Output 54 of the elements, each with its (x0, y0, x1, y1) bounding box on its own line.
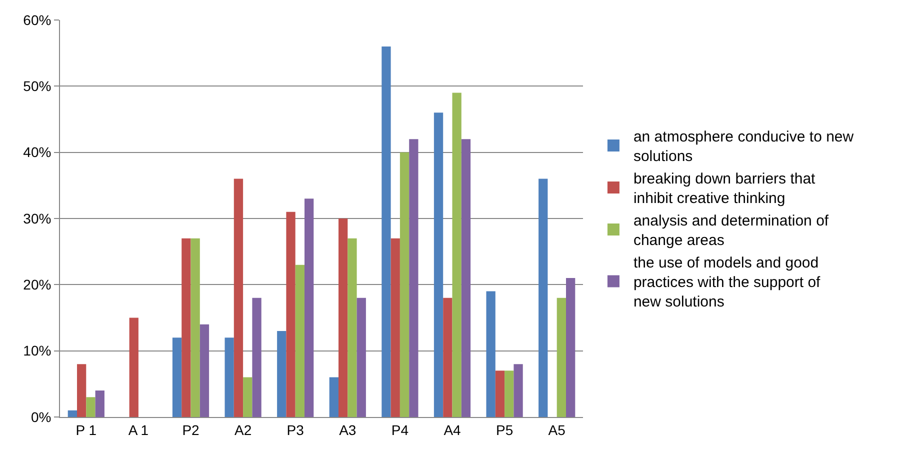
y-tick-label: 10% (23, 342, 52, 359)
bar (356, 298, 366, 417)
bar (338, 218, 348, 417)
bar (172, 338, 182, 417)
bar (190, 238, 200, 417)
bar (348, 238, 357, 417)
bar (243, 377, 252, 417)
bar (277, 330, 286, 417)
bar (443, 298, 452, 417)
x-tick-label: A5 (548, 422, 566, 438)
x-tick-label: A 1 (128, 422, 149, 438)
legend-label: the use of models and good practices with the support of new solutions (633, 254, 822, 311)
bar (252, 298, 262, 417)
bar (504, 370, 514, 417)
x-tick-label: P5 (496, 422, 514, 438)
bar (409, 139, 418, 417)
bar (382, 46, 391, 417)
y-tick-label: 50% (23, 78, 52, 94)
y-tick-label: 30% (23, 210, 52, 226)
x-tick-label: P4 (391, 422, 409, 438)
bar (514, 364, 523, 417)
x-tick-label: A2 (234, 422, 252, 438)
x-tick-label: P2 (182, 422, 200, 438)
bar (434, 112, 444, 417)
y-tick-label: 0% (30, 408, 52, 425)
bar (95, 390, 104, 417)
bar (566, 278, 576, 417)
bar (295, 264, 304, 417)
bar (68, 410, 77, 417)
bar (452, 92, 462, 417)
x-tick-label: P3 (286, 422, 304, 438)
bar (304, 198, 314, 417)
x-tick-label: A3 (339, 422, 356, 438)
y-tick-label: 40% (23, 144, 52, 160)
bar (129, 318, 138, 417)
y-tick-label: 20% (23, 276, 52, 293)
bar (390, 238, 400, 417)
bar (461, 139, 471, 417)
bar (556, 298, 566, 417)
bar (200, 324, 210, 417)
bar (77, 364, 86, 417)
bar (286, 212, 296, 417)
bar (538, 178, 548, 417)
x-tick-label: A4 (444, 422, 462, 438)
bar (234, 178, 244, 417)
x-tick-label: P 1 (76, 422, 97, 438)
bar (182, 238, 191, 417)
bar (224, 338, 234, 417)
bar (486, 291, 496, 417)
bar (400, 152, 410, 417)
bar (86, 397, 96, 417)
bar (329, 377, 338, 417)
bar (495, 370, 505, 417)
y-tick-label: 60% (23, 12, 52, 28)
